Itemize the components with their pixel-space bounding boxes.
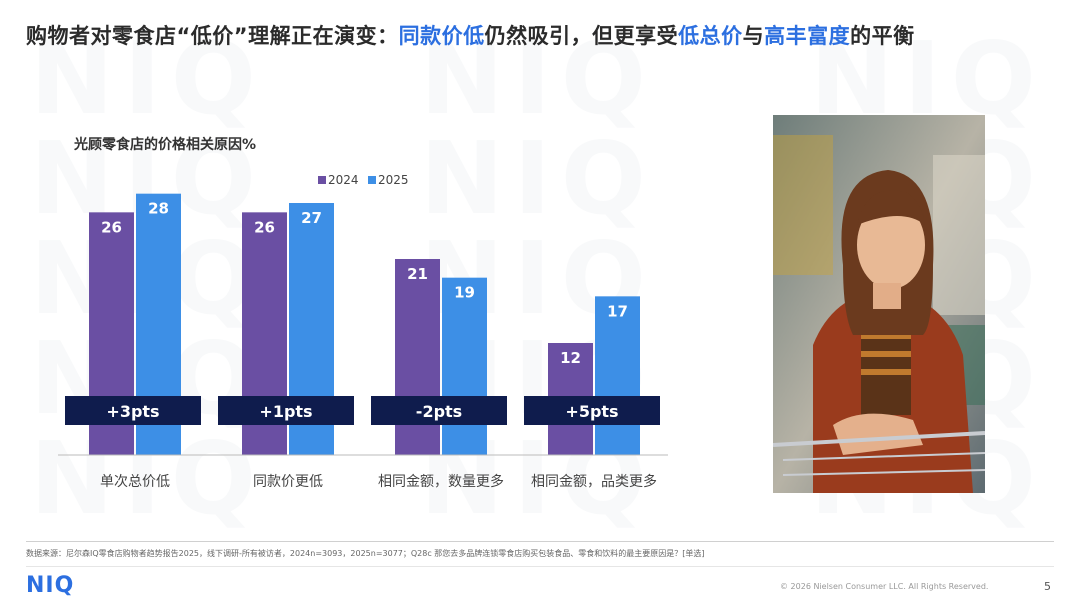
legend-swatch-2025 — [368, 176, 376, 184]
category-label-1: 同款价更低 — [253, 474, 323, 490]
title-highlight-low-total: 低总价 — [678, 24, 743, 48]
footer-divider-2 — [26, 566, 1054, 567]
category-label-2: 相同金额，数量更多 — [378, 473, 504, 490]
footer-divider — [26, 541, 1054, 542]
category-label-0: 单次总价低 — [100, 474, 170, 490]
chart-title: 光顾零食店的价格相关原因% — [74, 137, 257, 153]
legend-label-2025: 2025 — [378, 173, 409, 187]
page-number: 5 — [1044, 580, 1051, 593]
bar-value-2025-1: 27 — [301, 209, 322, 227]
bar-value-2025-2: 19 — [454, 284, 475, 302]
delta-label-1: +1pts — [259, 402, 312, 421]
title-highlight-same-item-low-price: 同款价低 — [398, 24, 485, 48]
delta-box-1 — [218, 396, 354, 425]
page-title: 购物者对零食店“低价”理解正在演变：同款价低仍然吸引，但更享受低总价与高丰富度的… — [26, 24, 915, 48]
bar-value-2025-3: 17 — [607, 302, 628, 320]
legend-swatch-2024 — [318, 176, 326, 184]
bar-2025-2 — [442, 277, 487, 455]
delta-label-0: +3pts — [106, 402, 159, 421]
data-source-note: 数据来源：尼尔森IQ零食店购物者趋势报告2025，线下调研-所有被访者，2024… — [26, 549, 705, 558]
delta-label-3: +5pts — [565, 402, 618, 421]
bar-value-2024-2: 21 — [407, 265, 428, 283]
delta-label-2: -2pts — [416, 402, 462, 421]
delta-box-2 — [371, 396, 507, 425]
bar-value-2024-1: 26 — [254, 218, 275, 236]
bar-value-2024-0: 26 — [101, 218, 122, 236]
title-highlight-high-variety: 高丰富度 — [764, 24, 851, 48]
legend-label-2024: 2024 — [328, 173, 359, 187]
category-label-3: 相同金额，品类更多 — [531, 473, 657, 490]
delta-box-3 — [524, 396, 660, 425]
shopper-photo — [773, 115, 985, 493]
bar-2024-2 — [395, 259, 440, 455]
bar-2025-3 — [595, 296, 640, 455]
delta-box-0 — [65, 396, 201, 425]
bar-value-2024-3: 12 — [560, 349, 581, 367]
copyright-text: © 2026 Nielsen Consumer LLC. All Rights … — [780, 582, 989, 591]
niq-logo: NIQ — [26, 573, 75, 598]
bar-value-2025-0: 28 — [148, 200, 169, 218]
